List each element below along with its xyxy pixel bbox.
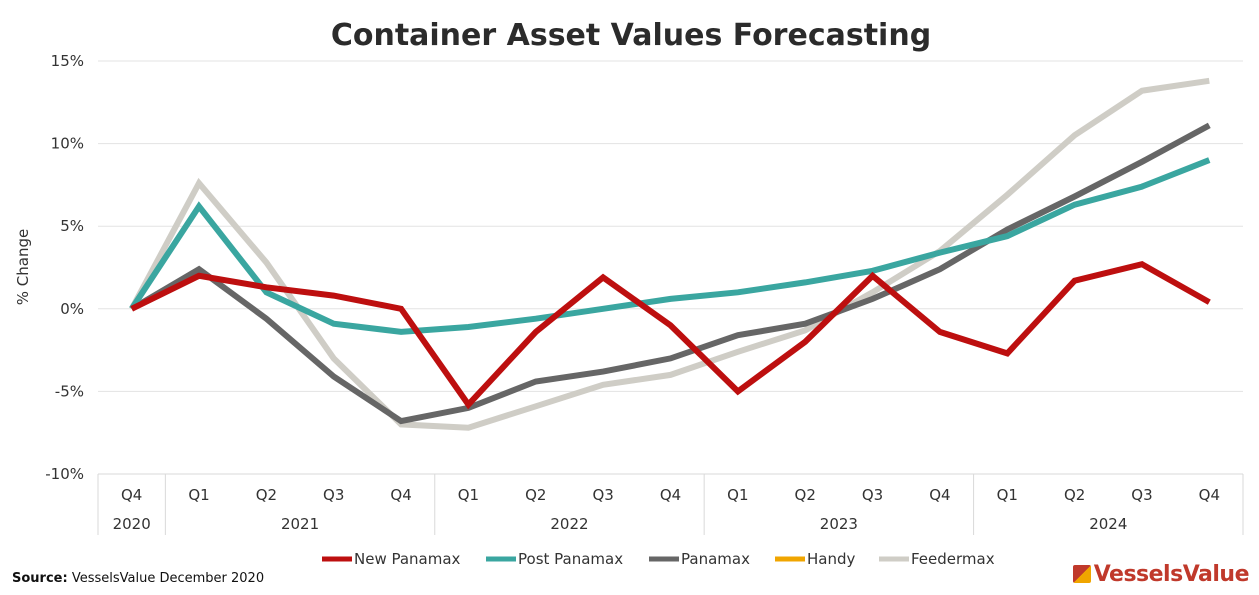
x-tick-label: Q2 <box>256 486 277 504</box>
chart-title: Container Asset Values Forecasting <box>331 18 931 53</box>
legend-label: Feedermax <box>911 550 995 568</box>
legend-label: Post Panamax <box>518 550 623 568</box>
series-line <box>129 77 1210 431</box>
y-tick-label: 5% <box>60 217 84 235</box>
y-tick-label: -10% <box>45 465 84 483</box>
y-tick-label: 0% <box>60 300 84 318</box>
y-tick-label: 10% <box>51 135 84 153</box>
legend-label: Panamax <box>681 550 750 568</box>
y-axis-label: % Change <box>14 229 32 305</box>
legend-label: New Panamax <box>354 550 461 568</box>
series-line <box>130 122 1211 425</box>
source-note: Source: VesselsValue December 2020 <box>12 571 264 586</box>
x-tick-label: Q1 <box>727 486 748 504</box>
x-tick-label: Q3 <box>862 486 883 504</box>
x-tick-label: Q4 <box>929 486 950 504</box>
source-text: VesselsValue December 2020 <box>71 571 265 586</box>
year-label: 2021 <box>281 515 319 533</box>
x-tick-label: Q1 <box>997 486 1018 504</box>
x-tick-label: Q2 <box>795 486 816 504</box>
year-label: 2020 <box>113 515 151 533</box>
year-label: 2023 <box>820 515 858 533</box>
x-tick-label: Q3 <box>592 486 613 504</box>
y-tick-label: -5% <box>55 382 84 400</box>
x-tick-label: Q1 <box>458 486 479 504</box>
brand-logo: VesselsValue <box>1072 562 1250 587</box>
x-tick-label: Q4 <box>1199 486 1220 504</box>
x-tick-label: Q2 <box>1064 486 1085 504</box>
x-tick-label: Q3 <box>1131 486 1152 504</box>
legend-label: Handy <box>807 550 855 568</box>
year-label: 2024 <box>1089 515 1127 533</box>
y-tick-label: 15% <box>51 52 84 70</box>
logo-mark-icon <box>1072 565 1091 583</box>
source-label: Source: <box>12 571 68 586</box>
x-tick-label: Q3 <box>323 486 344 504</box>
x-tick-label: Q4 <box>121 486 142 504</box>
x-tick-label: Q4 <box>390 486 411 504</box>
series-line <box>129 157 1211 335</box>
x-tick-label: Q4 <box>660 486 681 504</box>
x-tick-label: Q2 <box>525 486 546 504</box>
series-line <box>130 261 1211 410</box>
x-tick-label: Q1 <box>188 486 209 504</box>
logo-text: VesselsValue <box>1093 562 1250 587</box>
year-label: 2022 <box>550 515 588 533</box>
